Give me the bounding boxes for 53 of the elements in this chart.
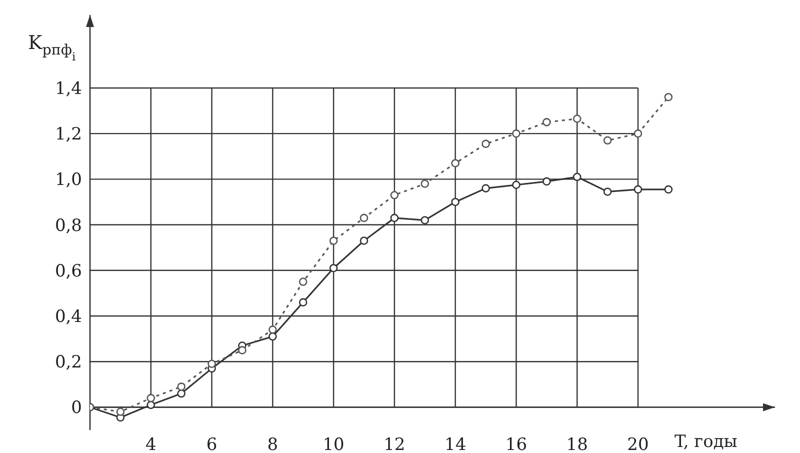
- point: [634, 129, 642, 138]
- point: [177, 382, 186, 391]
- point: [664, 185, 673, 194]
- point: [390, 190, 399, 200]
- point: [603, 136, 612, 145]
- y-tick-label: 0: [71, 398, 82, 418]
- x-tick-label: 20: [627, 435, 649, 453]
- point: [542, 177, 551, 186]
- x-tick-label: 10: [322, 435, 344, 453]
- point: [329, 236, 338, 245]
- point: [512, 180, 520, 190]
- point: [238, 346, 246, 354]
- y-tick-label: 1,4: [54, 79, 82, 99]
- point: [572, 172, 582, 182]
- point: [146, 400, 156, 410]
- x-tick-label: 12: [384, 435, 406, 453]
- y-tick-label: 0,8: [54, 216, 82, 236]
- x-tick-label: 18: [566, 435, 588, 453]
- point: [177, 389, 186, 398]
- point: [146, 394, 156, 402]
- point: [360, 214, 368, 222]
- point: [298, 278, 308, 286]
- x-tick-label: 14: [444, 435, 466, 453]
- point: [482, 184, 490, 192]
- point: [268, 332, 277, 341]
- point: [390, 214, 399, 222]
- point: [542, 118, 551, 126]
- point: [634, 185, 642, 194]
- point: [268, 326, 277, 334]
- y-tick-label: 0,6: [54, 261, 82, 282]
- point: [116, 408, 125, 416]
- x-tick-label: 6: [206, 435, 218, 453]
- point: [208, 360, 216, 368]
- point: [451, 159, 460, 168]
- point: [329, 264, 338, 272]
- point: [572, 114, 582, 123]
- point: [512, 129, 520, 138]
- x-tick-label: 16: [505, 435, 528, 453]
- x-axis-title: T, годы: [674, 432, 738, 452]
- y-tick-label: 1,2: [54, 124, 82, 145]
- point: [420, 216, 430, 224]
- x-tick-label: 8: [267, 435, 278, 453]
- y-tick-label: 1,0: [54, 170, 82, 190]
- point: [664, 92, 673, 102]
- point: [451, 198, 460, 206]
- point: [603, 188, 612, 196]
- point: [360, 236, 368, 245]
- x-tick-label: 4: [145, 435, 156, 453]
- y-tick-label: 0,4: [54, 307, 82, 328]
- point: [420, 180, 430, 188]
- point: [298, 298, 308, 306]
- y-tick-label: 0,2: [54, 352, 82, 373]
- point: [482, 140, 490, 148]
